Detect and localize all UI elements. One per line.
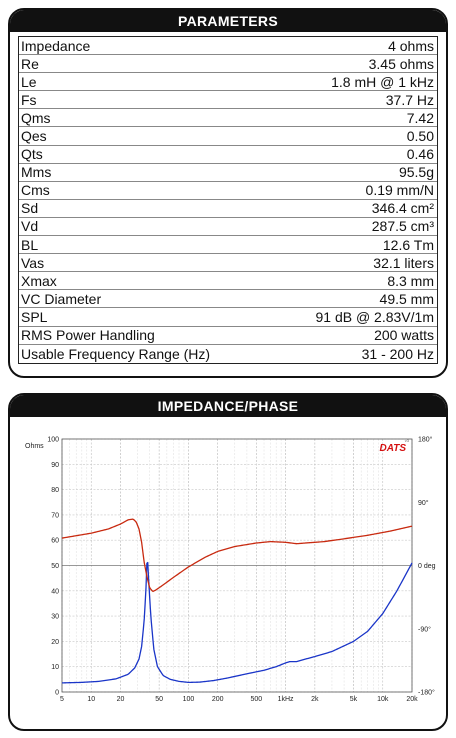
param-label: Cms <box>21 182 50 199</box>
param-value: 4 ohms <box>388 37 434 54</box>
param-value: 37.7 Hz <box>385 91 434 108</box>
parameters-panel: PARAMETERS Impedance 4 ohms Re 3.45 ohms Le 1… <box>8 8 448 378</box>
y-tick-label: 80 <box>51 487 59 494</box>
param-label: Qms <box>21 109 51 126</box>
param-row: Cms 0.19 mm/N <box>19 182 437 200</box>
param-row: Qts 0.46 <box>19 146 437 164</box>
param-label: Xmax <box>21 272 57 289</box>
param-row: Le 1.8 mH @ 1 kHz <box>19 73 437 92</box>
param-row: BL 12.6 Tm <box>19 236 437 255</box>
y-tick-label: 0 <box>55 690 59 697</box>
y-tick-label: 10 <box>51 664 59 671</box>
dats-logo: DATS <box>380 443 407 454</box>
y-axis-label: Ohms <box>25 443 44 450</box>
plot-border <box>61 438 413 693</box>
param-row: Vas 32.1 liters <box>19 254 437 273</box>
param-row: Impedance 4 ohms <box>19 37 437 56</box>
phase-tick-label: 180° <box>418 436 433 444</box>
param-row: Usable Frequency Range (Hz) 31 - 200 Hz <box>19 345 437 363</box>
param-value: 32.1 liters <box>373 254 434 271</box>
param-label: Qes <box>21 128 47 145</box>
param-value: 287.5 cm³ <box>371 218 434 235</box>
param-label: Usable Frequency Range (Hz) <box>21 345 211 362</box>
x-tick-label: 10 <box>87 696 95 703</box>
x-tick-label: 20k <box>406 696 418 703</box>
param-row: Qms 7.42 <box>19 109 437 128</box>
param-row: Sd 346.4 cm² <box>19 200 437 218</box>
param-row: SPL 91 dB @ 2.83V/1m <box>19 308 437 327</box>
x-tick-label: 50 <box>155 696 163 703</box>
param-label: Mms <box>21 164 52 181</box>
param-value: 7.42 <box>406 109 434 126</box>
param-row: Vd 287.5 cm³ <box>19 218 437 237</box>
param-row: Re 3.45 ohms <box>19 55 437 74</box>
param-label: Fs <box>21 91 37 108</box>
param-value: 346.4 cm² <box>371 200 434 217</box>
chart-title: IMPEDANCE/PHASE <box>10 395 446 417</box>
param-row: Mms 95.5g <box>19 164 437 182</box>
y-tick-label: 20 <box>51 639 59 646</box>
param-label: Impedance <box>21 37 91 54</box>
y-tick-label: 60 <box>51 538 59 545</box>
param-label: Vas <box>21 254 45 271</box>
x-tick-label: 5 <box>60 696 64 703</box>
param-value: 49.5 mm <box>379 290 434 307</box>
param-value: 0.19 mm/N <box>365 182 434 199</box>
param-label: RMS Power Handling <box>21 327 155 344</box>
param-label: BL <box>21 236 39 253</box>
x-tick-label: 500 <box>250 696 262 703</box>
x-tick-label: 200 <box>212 696 224 703</box>
param-value: 0.50 <box>406 128 434 145</box>
param-value: 91 dB @ 2.83V/1m <box>315 308 434 325</box>
param-value: 95.5g <box>398 164 434 181</box>
impedance-phase-panel: IMPEDANCE/PHASE 0 10 20 30 40 50 60 70 80 90 100 5 1… <box>8 393 448 731</box>
param-value: 200 watts <box>374 327 434 344</box>
param-row: Qes 0.50 <box>19 127 437 146</box>
impedance-phase-chart: 0 10 20 30 40 50 60 70 80 90 100 5 10 20 50 100 200 500 1k… <box>25 436 436 704</box>
dats-version: v3 <box>405 438 410 443</box>
parameters-title: PARAMETERS <box>10 10 446 32</box>
impedance-curve <box>61 561 413 684</box>
param-row: Xmax 8.3 mm <box>19 272 437 291</box>
phase-curve <box>61 518 413 593</box>
param-row: Fs 37.7 Hz <box>19 91 437 110</box>
y-tick-label: 40 <box>51 588 59 595</box>
y-tick-label: 100 <box>47 437 59 444</box>
param-label: Re <box>21 55 39 72</box>
phase-tick-label: -90° <box>418 625 431 633</box>
y-tick-label: 70 <box>51 512 59 519</box>
y-tick-label: 90 <box>51 462 59 469</box>
x-tick-label: 1kHz <box>278 696 294 703</box>
param-value: 8.3 mm <box>387 272 434 289</box>
param-value: 0.46 <box>406 146 434 163</box>
param-label: Le <box>21 73 37 90</box>
param-value: 1.8 mH @ 1 kHz <box>331 73 434 90</box>
param-value: 31 - 200 Hz <box>361 345 434 362</box>
x-tick-label: 5k <box>350 696 358 703</box>
x-tick-label: 2k <box>311 696 319 703</box>
phase-tick-label: -180° <box>418 689 435 697</box>
param-label: Sd <box>21 200 39 217</box>
phase-tick-label: 0 deg <box>418 563 436 570</box>
param-label: Qts <box>21 146 43 163</box>
x-tick-label: 100 <box>183 696 195 703</box>
phase-tick-label: 90° <box>418 499 429 507</box>
parameters-table: Impedance 4 ohms Re 3.45 ohms Le 1.8 mH @ 1 k… <box>18 36 438 364</box>
x-tick-label: 20 <box>117 696 125 703</box>
param-row: VC Diameter 49.5 mm <box>19 290 437 309</box>
param-row: RMS Power Handling 200 watts <box>19 327 437 345</box>
param-label: SPL <box>21 308 48 325</box>
param-label: Vd <box>21 218 39 235</box>
param-label: VC Diameter <box>21 290 102 307</box>
param-value: 3.45 ohms <box>368 55 434 72</box>
y-tick-label: 30 <box>51 614 59 621</box>
param-value: 12.6 Tm <box>382 236 434 253</box>
x-tick-label: 10k <box>377 696 389 703</box>
y-tick-label: 50 <box>51 563 59 570</box>
